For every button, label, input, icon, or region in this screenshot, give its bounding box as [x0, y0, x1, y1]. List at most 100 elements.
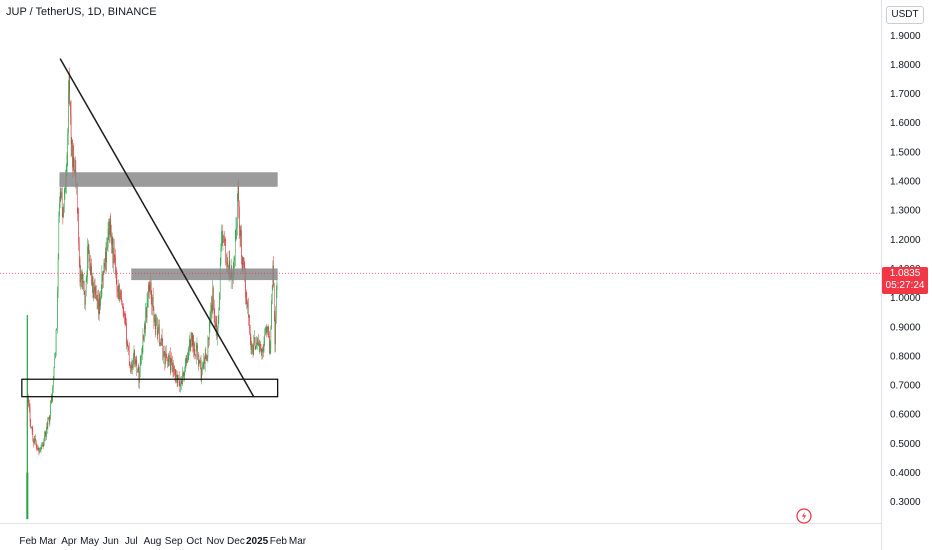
- candle-body: [159, 324, 160, 344]
- candle-body: [146, 302, 148, 318]
- candle-body: [245, 297, 247, 301]
- candle-body: [42, 444, 43, 447]
- resistance-zone[interactable]: [59, 172, 278, 187]
- candle-body: [196, 345, 198, 348]
- candle-body: [135, 359, 137, 365]
- candle-body: [59, 202, 60, 217]
- price-tick-label: 1.4000: [890, 177, 921, 188]
- candle-body: [184, 372, 185, 376]
- candle-body: [147, 297, 148, 303]
- candle-body: [79, 259, 81, 283]
- candle-body: [216, 323, 218, 338]
- candle-body: [70, 114, 72, 145]
- candle-body: [39, 451, 40, 453]
- candle-body: [63, 206, 64, 217]
- bar-countdown: 05:27:24: [885, 280, 925, 291]
- candle-body: [107, 247, 108, 249]
- candle-body: [150, 282, 151, 292]
- time-tick-label: Sep: [165, 536, 183, 547]
- candle-body: [271, 300, 272, 329]
- candle-body: [68, 75, 70, 93]
- candle-body: [239, 206, 240, 230]
- candle-body: [154, 314, 156, 329]
- candle-body: [35, 438, 36, 441]
- candle-body: [194, 349, 196, 356]
- candle-body: [170, 358, 172, 371]
- candle-body: [275, 315, 276, 345]
- candle-body: [93, 290, 94, 298]
- candle-body: [192, 335, 194, 346]
- candle-body: [236, 227, 237, 229]
- candle-body: [276, 289, 277, 316]
- candle-body: [223, 235, 224, 237]
- candle-body: [67, 133, 68, 156]
- candle-body: [99, 297, 101, 307]
- flash-icon[interactable]: [796, 508, 812, 524]
- candle-body: [246, 301, 248, 308]
- candle-body: [46, 427, 48, 429]
- candle-body: [267, 327, 269, 330]
- candle-body: [233, 260, 235, 273]
- candle-body: [104, 262, 105, 268]
- candle-body: [219, 292, 220, 311]
- candle-body: [41, 446, 42, 448]
- descending-trendline[interactable]: [59, 58, 255, 398]
- candle-body: [74, 169, 75, 174]
- candle-body: [72, 139, 73, 168]
- candle-body: [108, 221, 110, 229]
- price-tick-label: 0.4000: [890, 468, 921, 479]
- candle-body: [71, 139, 73, 145]
- candle-body: [59, 192, 61, 203]
- price-tick-label: 1.5000: [890, 147, 921, 158]
- candle-body: [34, 438, 36, 441]
- price-tick-label: 0.5000: [890, 439, 921, 450]
- candle-body: [206, 357, 208, 361]
- candle-body: [125, 320, 127, 324]
- time-tick-label: 2025: [246, 536, 269, 547]
- candle-body: [55, 329, 57, 356]
- time-axis[interactable]: Feb Mar Apr May Jun Jul Aug Sep Oct Nov Dec 2025 Feb…: [19, 536, 306, 547]
- candle-body: [54, 358, 55, 368]
- candle-body: [243, 265, 245, 271]
- candle-body: [100, 294, 102, 297]
- candle-body: [141, 352, 143, 355]
- candle-body: [237, 198, 238, 228]
- price-tick-label: 0.6000: [890, 410, 921, 421]
- candle-body: [61, 192, 63, 209]
- candle-body: [51, 397, 52, 401]
- candle-body: [160, 343, 161, 346]
- candle-body: [137, 371, 138, 373]
- candle-body: [187, 352, 189, 358]
- time-tick-label: Mar: [289, 536, 307, 547]
- candle-body: [109, 219, 111, 235]
- candle-body: [224, 235, 225, 240]
- support-zone[interactable]: [21, 378, 279, 398]
- candle-body: [178, 377, 180, 386]
- candle-body: [257, 342, 259, 344]
- candle-body: [247, 302, 248, 308]
- price-tick-label: 0.9000: [890, 322, 921, 333]
- candle-body: [44, 431, 46, 436]
- time-tick-label: Jul: [125, 536, 138, 547]
- candle-body: [256, 342, 258, 344]
- candle-body: [268, 329, 270, 337]
- currency-unit-badge[interactable]: USDT: [886, 6, 924, 24]
- candle-body: [161, 337, 163, 341]
- time-tick-label: Dec: [227, 536, 245, 547]
- candle-body: [53, 378, 54, 388]
- mid-resistance-zone[interactable]: [131, 268, 278, 281]
- candle-body: [165, 352, 166, 365]
- candle-body: [122, 307, 124, 309]
- candle-body: [85, 296, 86, 305]
- candle-body: [40, 447, 42, 450]
- candle-body: [131, 364, 132, 372]
- candle-body: [200, 360, 201, 363]
- candle-body: [220, 248, 222, 265]
- time-tick-label: Apr: [61, 536, 77, 547]
- candle-body: [138, 367, 140, 383]
- candle-body: [198, 360, 200, 366]
- candle-body: [261, 348, 263, 352]
- candle-body: [127, 343, 129, 347]
- candle-body: [55, 355, 56, 358]
